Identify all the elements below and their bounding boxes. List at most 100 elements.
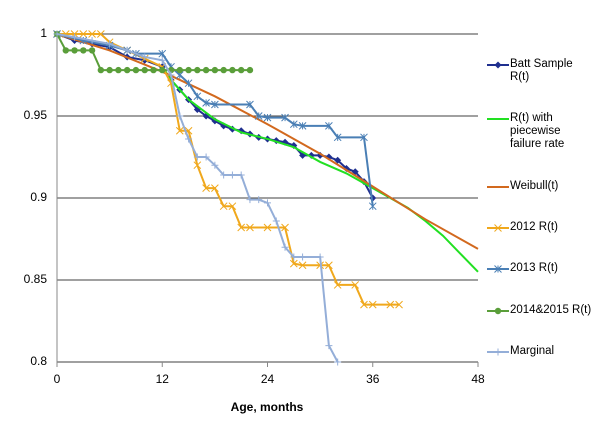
marker bbox=[237, 66, 245, 74]
marker bbox=[159, 66, 166, 74]
marker bbox=[193, 153, 201, 161]
marker bbox=[263, 223, 272, 232]
marker bbox=[494, 348, 502, 356]
marker bbox=[123, 46, 131, 54]
marker bbox=[237, 171, 245, 179]
marker bbox=[211, 100, 219, 109]
marker bbox=[281, 223, 289, 232]
marker bbox=[185, 135, 193, 143]
legend-swatch bbox=[487, 185, 509, 188]
marker bbox=[176, 66, 183, 74]
marker bbox=[202, 66, 210, 74]
marker bbox=[79, 30, 88, 38]
marker bbox=[237, 223, 246, 232]
marker bbox=[255, 196, 263, 204]
legend-swatch bbox=[487, 307, 509, 314]
marker bbox=[494, 61, 502, 69]
series-line bbox=[56, 33, 339, 363]
marker bbox=[281, 113, 289, 122]
legend-swatch bbox=[487, 265, 509, 274]
marker bbox=[264, 199, 271, 207]
y-tick-label: 0.85 bbox=[24, 272, 48, 286]
legend-swatch bbox=[487, 61, 509, 69]
legend-entry: R(t) with piecewise failure rate bbox=[486, 112, 596, 151]
series-line bbox=[161, 66, 479, 273]
marker bbox=[272, 217, 280, 225]
marker bbox=[368, 300, 377, 309]
legend-label: Weibull(t) bbox=[510, 179, 559, 192]
marker bbox=[289, 120, 298, 129]
marker bbox=[80, 47, 87, 54]
marker bbox=[246, 196, 254, 204]
marker bbox=[289, 259, 298, 268]
marker bbox=[71, 47, 78, 54]
marker bbox=[228, 171, 236, 179]
marker bbox=[141, 53, 149, 61]
marker bbox=[254, 112, 263, 120]
marker bbox=[106, 40, 114, 48]
marker bbox=[158, 56, 166, 64]
marker bbox=[62, 47, 69, 54]
legend-entry: 2012 R(t) bbox=[486, 221, 596, 234]
marker bbox=[211, 184, 219, 193]
marker bbox=[325, 342, 333, 350]
y-tick-label: 0.95 bbox=[24, 108, 48, 122]
marker bbox=[368, 202, 377, 211]
y-tick-label: 0.8 bbox=[30, 354, 47, 368]
marker bbox=[211, 161, 219, 169]
legend-label: Batt Sample R(t) bbox=[510, 58, 573, 83]
marker bbox=[229, 66, 236, 74]
marker bbox=[167, 71, 175, 79]
marker bbox=[141, 66, 148, 74]
marker bbox=[176, 112, 184, 120]
x-tick-label: 36 bbox=[366, 372, 380, 386]
x-tick-label: 12 bbox=[156, 372, 170, 386]
x-tick-label: 0 bbox=[54, 372, 61, 386]
marker bbox=[325, 121, 333, 130]
x-axis-label: Age, months bbox=[231, 400, 304, 414]
marker bbox=[263, 113, 272, 122]
legend-label: 2012 R(t) bbox=[510, 220, 558, 233]
marker bbox=[202, 184, 210, 193]
marker bbox=[494, 307, 502, 314]
marker bbox=[132, 66, 140, 74]
marker bbox=[115, 66, 122, 74]
marker bbox=[298, 261, 307, 270]
marker bbox=[290, 253, 298, 261]
marker bbox=[88, 30, 96, 38]
marker bbox=[202, 99, 210, 107]
marker bbox=[123, 66, 131, 74]
marker bbox=[228, 202, 237, 211]
marker bbox=[386, 300, 395, 309]
marker bbox=[97, 30, 105, 38]
legend: Batt Sample R(t) R(t) with piecewise fail… bbox=[486, 58, 596, 358]
marker bbox=[494, 265, 502, 274]
marker bbox=[193, 92, 202, 101]
legend-entry: 2014&2015 R(t) bbox=[486, 304, 596, 317]
marker bbox=[185, 66, 192, 74]
legend-entry: 2013 R(t) bbox=[486, 262, 596, 275]
legend-swatch bbox=[487, 224, 509, 232]
marker bbox=[194, 66, 201, 74]
y-tick-label: 1 bbox=[40, 26, 47, 40]
marker bbox=[150, 66, 157, 74]
marker bbox=[316, 253, 324, 261]
marker bbox=[106, 66, 113, 74]
marker bbox=[71, 33, 79, 41]
marker bbox=[360, 133, 368, 142]
marker bbox=[220, 66, 227, 74]
legend-entry: Marginal bbox=[486, 345, 596, 358]
marker bbox=[202, 153, 210, 161]
marker bbox=[246, 66, 254, 74]
marker bbox=[184, 79, 193, 88]
marker bbox=[299, 253, 307, 261]
marker bbox=[334, 358, 342, 366]
marker bbox=[220, 171, 228, 179]
legend-label: R(t) with piecewise failure rate bbox=[510, 112, 565, 151]
marker bbox=[333, 133, 342, 142]
marker bbox=[88, 47, 96, 54]
marker bbox=[175, 126, 184, 135]
x-tick-label: 24 bbox=[261, 372, 275, 386]
